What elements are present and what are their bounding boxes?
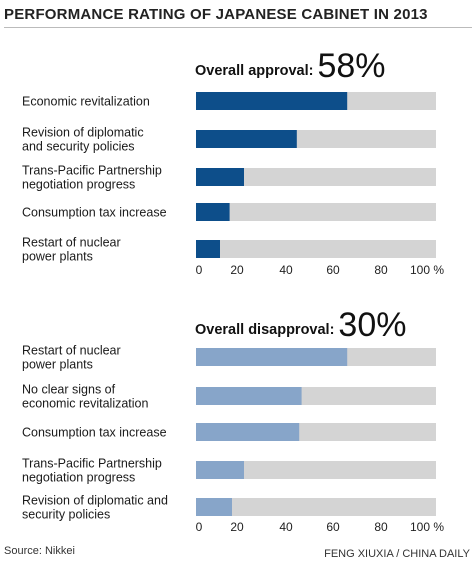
- disapproval-bar: [196, 348, 348, 366]
- approval-bar-track: [196, 240, 436, 258]
- chart-canvas: Overall approval: 58% Economic revitalizat…: [22, 47, 444, 534]
- disapproval-category-label: Restart of nuclear power plants: [22, 344, 121, 372]
- disapproval-bar: [196, 387, 302, 405]
- approval-category-label: Consumption tax increase: [22, 206, 167, 220]
- approval-category-label: Revision of diplomatic and security polic…: [22, 126, 144, 154]
- title-divider: [4, 27, 472, 28]
- approval-tick-label: 0: [196, 263, 203, 277]
- disapproval-category-label: No clear signs of economic revitalization: [22, 383, 148, 411]
- disapproval-category-label: Consumption tax increase: [22, 426, 167, 440]
- approval-tick-label: 60: [326, 263, 340, 277]
- disapproval-category-label: Revision of diplomatic and security polic…: [22, 494, 168, 522]
- disapproval-category-label: Trans-Pacific Partnership negotiation pro…: [22, 457, 162, 485]
- disapproval-tick-label: 80: [374, 520, 388, 534]
- approval-bar-track: [196, 203, 436, 221]
- approval-bar: [196, 168, 244, 186]
- approval-bar: [196, 203, 230, 221]
- approval-category-label: Trans-Pacific Partnership negotiation pro…: [22, 164, 162, 192]
- approval-tick-label: 40: [279, 263, 293, 277]
- approval-heading-value: 58%: [317, 47, 385, 85]
- disapproval-bar: [196, 498, 232, 516]
- disapproval-tick-label: 60: [326, 520, 340, 534]
- disapproval-bar: [196, 423, 300, 441]
- approval-tick-label: 20: [230, 263, 244, 277]
- approval-bar: [196, 130, 297, 148]
- disapproval-bar: [196, 461, 244, 479]
- disapproval-tick-label: 0: [196, 520, 203, 534]
- approval-bar: [196, 240, 220, 258]
- approval-bar-track: [196, 168, 436, 186]
- disapproval-tick-label: 100 %: [410, 520, 444, 534]
- source-note: Source: Nikkei: [4, 545, 75, 557]
- approval-category-label: Economic revitalization: [22, 95, 150, 109]
- disapproval-heading-value: 30%: [338, 306, 406, 344]
- approval-category-label: Restart of nuclear power plants: [22, 236, 121, 264]
- approval-tick-label: 100 %: [410, 263, 444, 277]
- approval-heading-label: Overall approval:: [195, 63, 313, 79]
- disapproval-tick-label: 20: [230, 520, 244, 534]
- approval-bar: [196, 92, 348, 110]
- chart-title: PERFORMANCE RATING OF JAPANESE CABINET I…: [4, 6, 428, 23]
- disapproval-bar-track: [196, 498, 436, 516]
- approval-tick-label: 80: [374, 263, 388, 277]
- credit-note: FENG XIUXIA / CHINA DAILY: [324, 548, 470, 560]
- disapproval-heading-label: Overall disapproval:: [195, 322, 334, 338]
- disapproval-tick-label: 40: [279, 520, 293, 534]
- disapproval-bar-track: [196, 461, 436, 479]
